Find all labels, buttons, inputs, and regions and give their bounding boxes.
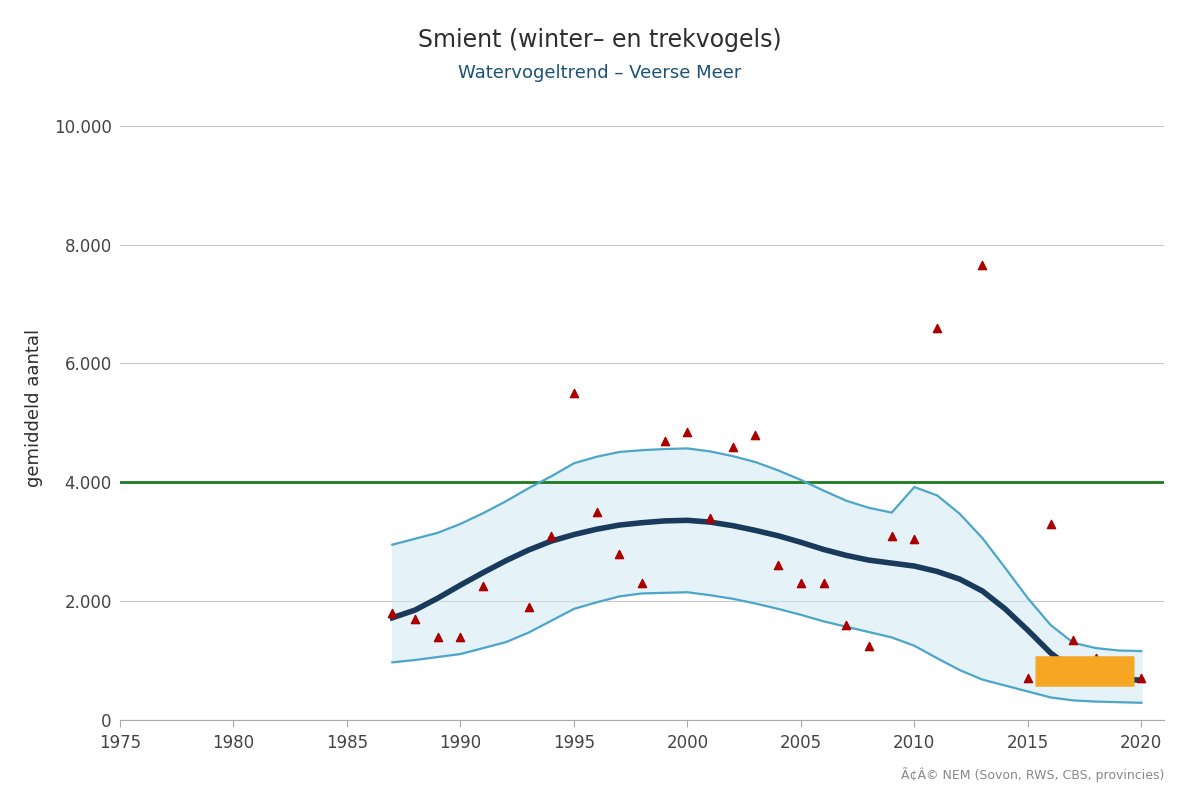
Point bbox=[1109, 663, 1128, 676]
Point bbox=[474, 580, 493, 593]
Point bbox=[928, 322, 947, 334]
Point bbox=[541, 530, 560, 542]
Text: Watervogeltrend – Veerse Meer: Watervogeltrend – Veerse Meer bbox=[458, 64, 742, 82]
Point bbox=[859, 639, 878, 652]
Point bbox=[518, 601, 538, 614]
Point bbox=[746, 428, 766, 441]
Y-axis label: gemiddeld aantal: gemiddeld aantal bbox=[25, 329, 43, 487]
Point bbox=[882, 530, 901, 542]
Point bbox=[610, 547, 629, 560]
Point bbox=[564, 386, 583, 399]
Point bbox=[451, 630, 470, 643]
Point bbox=[836, 618, 856, 631]
Point bbox=[814, 577, 833, 590]
Point bbox=[1019, 672, 1038, 685]
Point bbox=[1086, 651, 1105, 664]
Point bbox=[1132, 672, 1151, 685]
Point bbox=[678, 426, 697, 438]
Text: Smient (winter– en trekvogels): Smient (winter– en trekvogels) bbox=[418, 28, 782, 52]
Point bbox=[428, 630, 448, 643]
Point bbox=[973, 259, 992, 272]
Point bbox=[724, 440, 743, 453]
Point bbox=[701, 511, 720, 524]
Point bbox=[383, 606, 402, 619]
Point bbox=[791, 577, 810, 590]
Point bbox=[1040, 518, 1060, 530]
Point bbox=[655, 434, 674, 447]
Point bbox=[1063, 634, 1082, 646]
Point bbox=[587, 506, 606, 518]
Text: Ã¢Â© NEM (Sovon, RWS, CBS, provincies): Ã¢Â© NEM (Sovon, RWS, CBS, provincies) bbox=[901, 766, 1164, 782]
Point bbox=[406, 613, 425, 626]
Point bbox=[905, 532, 924, 545]
Point bbox=[768, 559, 787, 572]
Point bbox=[632, 577, 652, 590]
